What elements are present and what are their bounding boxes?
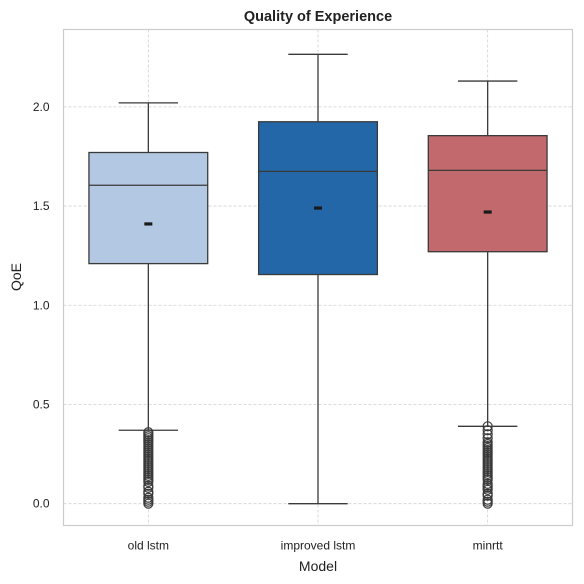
mean-marker <box>144 222 153 226</box>
outlier-point <box>482 488 493 499</box>
outlier-point <box>143 492 154 503</box>
outlier-point <box>482 425 493 436</box>
mean-marker <box>483 210 492 214</box>
x-tick-label: minrtt <box>473 539 504 553</box>
outlier-point <box>482 429 493 440</box>
y-tick-label: 0.0 <box>33 497 50 511</box>
x-tick-label: old lstm <box>128 539 169 553</box>
outlier-point <box>482 433 493 444</box>
y-tick-label: 1.5 <box>33 199 50 213</box>
box-improved-lstm <box>257 53 379 505</box>
outlier-point <box>143 480 154 491</box>
y-tick-label: 2.0 <box>33 100 50 114</box>
outlier-point <box>482 421 493 432</box>
outlier-point <box>482 478 493 489</box>
outlier-point <box>482 494 493 505</box>
axis-ticks: 0.0 0.5 1.0 1.5 2.0 old lstm improved lstm minr… <box>33 100 504 553</box>
outlier-point <box>482 437 493 448</box>
y-tick-label: 0.5 <box>33 397 50 411</box>
iqr-box <box>88 151 209 265</box>
outlier-point <box>143 427 154 438</box>
x-axis-label: Model <box>299 558 337 574</box>
iqr-box <box>257 121 379 276</box>
mean-marker <box>314 206 322 210</box>
box-series <box>88 53 548 509</box>
chart-title: Quality of Experience <box>244 9 392 25</box>
y-axis-label: QoE <box>8 263 24 291</box>
y-tick-label: 1.0 <box>33 298 50 312</box>
box-old-lstm <box>88 102 209 509</box>
iqr-box <box>427 134 548 253</box>
box-minrtt <box>427 80 548 509</box>
x-tick-label: improved lstm <box>281 539 356 553</box>
outlier-point <box>143 486 154 497</box>
